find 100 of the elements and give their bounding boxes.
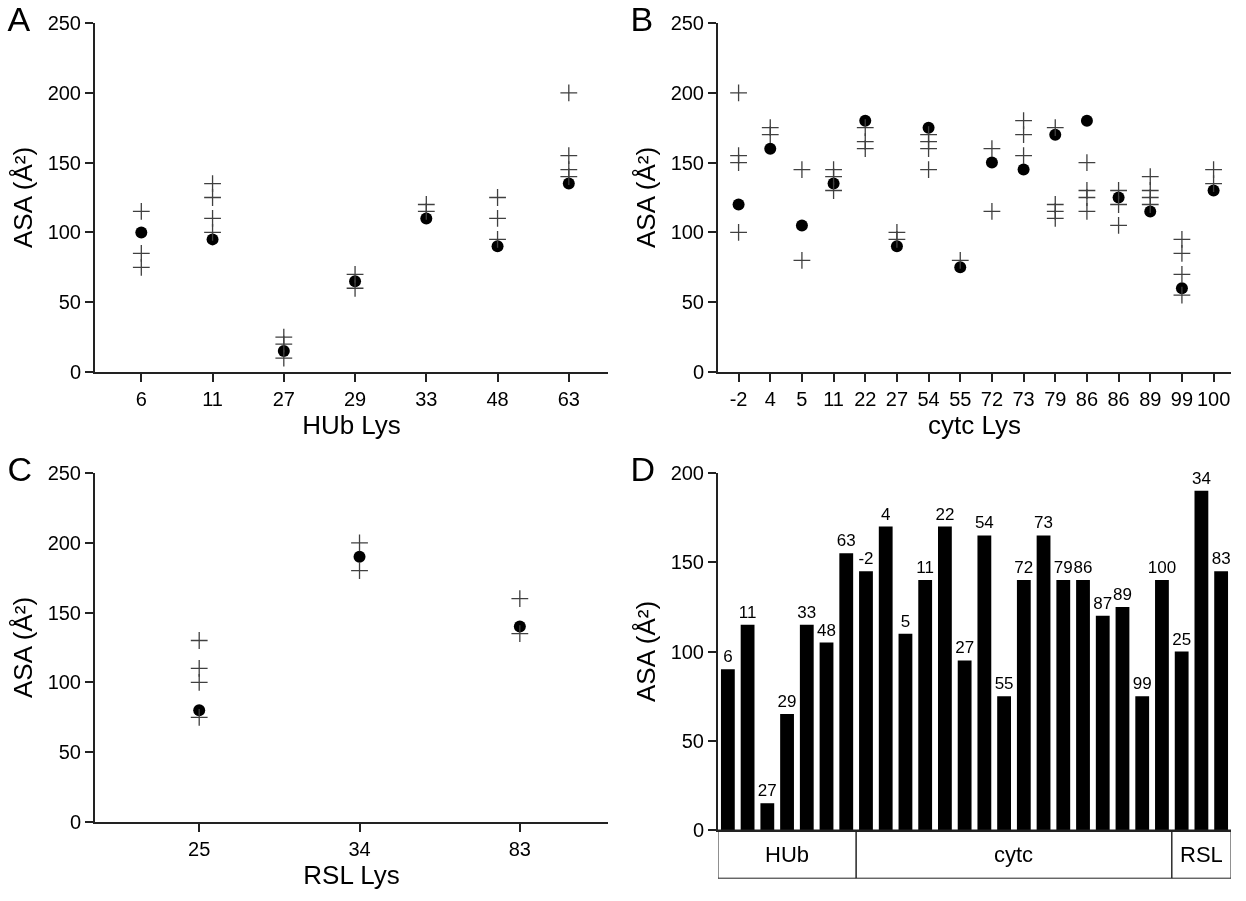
point: [1077, 153, 1096, 172]
point: [761, 125, 780, 144]
point: [1049, 128, 1062, 141]
x-tick-label: 99: [1170, 388, 1194, 410]
point: [792, 251, 811, 270]
x-tick-label: 86: [1075, 388, 1099, 410]
point: [1046, 118, 1065, 137]
bar: [977, 535, 992, 830]
point: [732, 198, 745, 211]
annotation: 33: [797, 602, 817, 622]
point: [859, 114, 872, 127]
annotation: 87: [1093, 593, 1113, 613]
point: [824, 181, 843, 200]
point: [985, 156, 998, 169]
bar: [997, 696, 1011, 830]
y-tick-label: 150: [670, 151, 704, 174]
y-tick-label: 150: [47, 601, 81, 624]
y-tick-label: 50: [681, 291, 704, 314]
bar: [938, 526, 952, 830]
bar: [1115, 606, 1130, 830]
annotation: 4: [880, 504, 891, 524]
x-axis-title: HUb Lys: [302, 410, 401, 440]
y-tick-label: 0: [69, 361, 81, 383]
x-tick-label: 63: [557, 388, 580, 410]
point: [510, 624, 529, 643]
annotation: 48: [817, 620, 836, 640]
point: [1077, 202, 1096, 221]
bar: [1076, 580, 1090, 830]
point: [135, 226, 148, 239]
bar: [1056, 580, 1071, 830]
point: [203, 188, 222, 207]
y-tick-label: 0: [69, 811, 81, 833]
chart-title: C: [7, 449, 33, 488]
point: [1109, 216, 1128, 235]
bar: [1135, 696, 1150, 830]
x-tick-label: 27: [885, 388, 909, 410]
point: [856, 139, 875, 158]
bar: [720, 669, 735, 830]
y-tick-label: 200: [670, 81, 704, 104]
annotation: 100: [1147, 558, 1177, 578]
annotation: -2: [858, 549, 874, 569]
y-tick-label: 200: [47, 531, 81, 554]
annotation: 79: [1053, 558, 1073, 578]
text: RSL: [1180, 842, 1223, 867]
annotation: 5: [900, 611, 911, 631]
point: [132, 202, 151, 221]
point: [951, 251, 970, 270]
point: [764, 142, 777, 155]
annotation: 34: [1191, 468, 1211, 488]
bar: [799, 624, 814, 830]
bar: [1095, 615, 1110, 830]
point: [1017, 163, 1030, 176]
x-tick-label: 79: [1044, 388, 1067, 410]
point: [559, 83, 578, 102]
y-tick-label: 250: [670, 12, 704, 34]
x-axis-title: RSL Lys: [303, 860, 400, 890]
point: [190, 708, 209, 727]
point: [1172, 286, 1191, 305]
x-axis-title: cytc Lys: [928, 410, 1021, 440]
annotation: 11: [916, 558, 934, 578]
y-tick-label: 50: [681, 729, 704, 752]
bar: [760, 803, 775, 830]
y-tick-label: 100: [670, 221, 704, 244]
x-tick-label: 33: [415, 388, 438, 410]
chart-title: A: [7, 0, 31, 38]
point: [193, 704, 206, 717]
y-tick-label: 150: [670, 551, 704, 574]
x-tick-label: 6: [135, 388, 147, 410]
y-tick-label: 200: [47, 81, 81, 104]
x-tick-label: 72: [980, 388, 1004, 410]
point: [919, 160, 938, 179]
point: [1046, 209, 1065, 228]
point: [132, 258, 151, 277]
point: [1014, 125, 1033, 144]
annotation: 27: [955, 638, 975, 658]
x-tick-label: 25: [188, 838, 211, 860]
x-tick-label: 4: [764, 388, 776, 410]
point: [510, 589, 529, 608]
annotation: 25: [1172, 629, 1192, 649]
bar: [1174, 651, 1189, 830]
point: [1080, 114, 1093, 127]
point: [190, 631, 209, 650]
bar: [918, 580, 933, 830]
y-axis-title: ASA (Å²): [630, 146, 661, 249]
bar: [1036, 535, 1051, 830]
text: cytc: [994, 842, 1034, 867]
x-tick-label: 89: [1139, 388, 1162, 410]
point: [350, 561, 369, 580]
annotation: 63: [836, 531, 856, 551]
annotation: 11: [738, 602, 757, 622]
x-tick-label: 11: [202, 388, 223, 410]
y-tick-label: 200: [670, 462, 704, 484]
point: [729, 223, 748, 242]
bar: [878, 526, 893, 830]
x-tick-label: 5: [796, 388, 808, 410]
point: [1204, 174, 1223, 193]
x-tick-label: -2: [729, 388, 748, 410]
point: [919, 139, 938, 158]
point: [190, 673, 209, 692]
annotation: 27: [757, 781, 777, 801]
